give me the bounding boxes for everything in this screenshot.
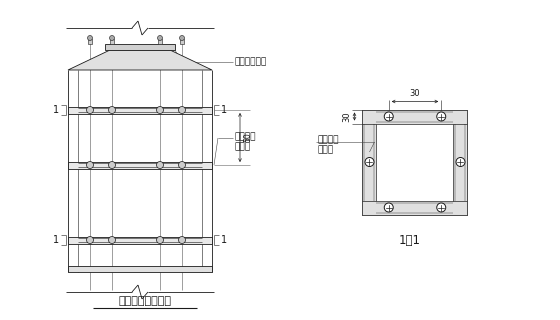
Bar: [454, 124, 468, 201]
Text: 锚栓固定
架角钢: 锚栓固定 架角钢: [318, 135, 339, 155]
Bar: [68, 236, 212, 244]
Text: 50: 50: [243, 132, 252, 142]
Text: 1－1: 1－1: [399, 235, 421, 247]
Bar: [68, 266, 212, 272]
Circle shape: [87, 36, 92, 41]
Polygon shape: [68, 50, 212, 70]
Text: 1: 1: [221, 105, 227, 115]
Text: 1: 1: [221, 235, 227, 245]
Circle shape: [365, 157, 374, 166]
Circle shape: [86, 107, 94, 114]
Circle shape: [86, 162, 94, 169]
Circle shape: [179, 162, 185, 169]
Circle shape: [156, 162, 164, 169]
Bar: [362, 201, 468, 214]
Bar: [362, 109, 468, 124]
Text: 30: 30: [343, 111, 352, 122]
Circle shape: [437, 203, 446, 212]
Bar: [376, 124, 454, 201]
Circle shape: [109, 107, 115, 114]
Bar: [88, 39, 92, 44]
Circle shape: [456, 157, 465, 166]
Text: 30: 30: [410, 89, 421, 98]
Text: 锚栓固定
架角钢: 锚栓固定 架角钢: [235, 132, 256, 152]
Circle shape: [110, 36, 114, 41]
Circle shape: [437, 112, 446, 121]
Text: 柱脚锚栓固定支架: 柱脚锚栓固定支架: [119, 296, 171, 306]
Circle shape: [179, 107, 185, 114]
Bar: [362, 124, 376, 201]
Bar: [158, 39, 162, 44]
Bar: [110, 39, 114, 44]
Circle shape: [156, 236, 164, 244]
Circle shape: [109, 162, 115, 169]
Bar: [180, 39, 184, 44]
Bar: [105, 44, 175, 50]
Text: 1: 1: [53, 235, 59, 245]
Circle shape: [384, 203, 393, 212]
Bar: [68, 162, 212, 169]
Circle shape: [157, 36, 162, 41]
Bar: [68, 107, 212, 114]
Text: 无收缩细石砼: 无收缩细石砼: [235, 58, 267, 67]
Bar: [362, 109, 468, 214]
Circle shape: [180, 36, 184, 41]
Circle shape: [86, 236, 94, 244]
Text: 1: 1: [53, 105, 59, 115]
Circle shape: [179, 236, 185, 244]
Circle shape: [156, 107, 164, 114]
Circle shape: [109, 236, 115, 244]
Circle shape: [384, 112, 393, 121]
